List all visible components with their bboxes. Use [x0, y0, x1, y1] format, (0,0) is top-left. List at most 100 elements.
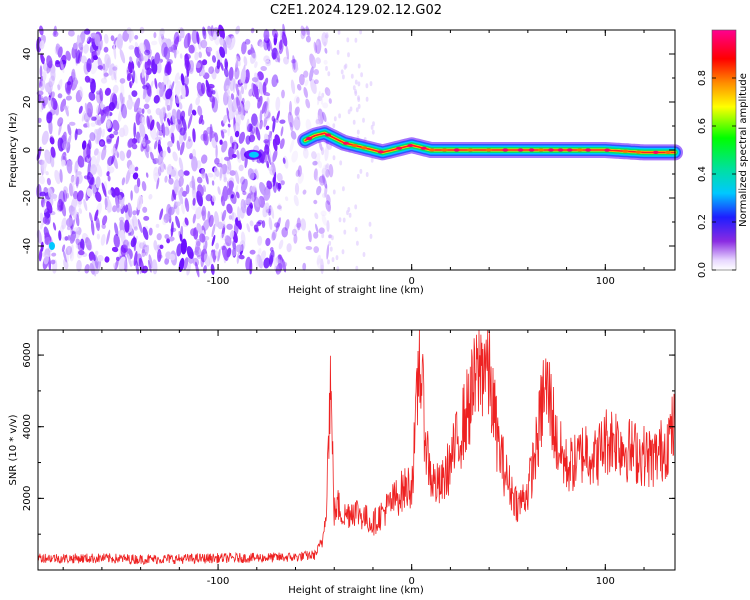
snr-frame [37, 329, 676, 571]
noise-speckle [170, 221, 174, 237]
noise-speckle [93, 148, 99, 156]
noise-speckle [179, 141, 185, 156]
noise-speckle [320, 264, 324, 270]
noise-speckle [38, 102, 43, 113]
noise-speckle [174, 80, 182, 97]
noise-speckle [66, 226, 71, 231]
noise-speckle [126, 27, 132, 35]
noise-speckle [72, 227, 80, 232]
snr-xtick-label: 0 [408, 576, 414, 587]
noise-speckle [250, 52, 257, 64]
noise-speckle [186, 262, 191, 276]
noise-speckle [89, 262, 95, 275]
noise-speckle [166, 61, 170, 74]
noise-speckle [275, 217, 281, 232]
noise-speckle [150, 151, 154, 161]
noise-speckle [365, 83, 369, 89]
noise-speckle [210, 25, 214, 37]
snr-ytick-label: 2000 [22, 486, 33, 511]
noise-speckle [354, 204, 358, 210]
noise-speckle [318, 227, 325, 234]
noise-speckle [190, 228, 197, 237]
noise-speckle [234, 60, 239, 73]
noise-speckle [170, 124, 176, 134]
noise-speckle [159, 244, 164, 249]
noise-speckle [321, 92, 325, 98]
noise-speckle [221, 224, 226, 239]
noise-speckle [132, 70, 136, 84]
noise-speckle [326, 244, 330, 260]
noise-speckle [275, 117, 279, 123]
noise-speckle [227, 126, 231, 137]
noise-speckle [189, 153, 193, 160]
colorbar: 0.0 0.2 0.4 0.6 0.8 Normalized spectral ampl… [697, 29, 749, 278]
noise-speckle [151, 259, 158, 275]
noise-speckle [226, 247, 232, 258]
noise-speckle [85, 237, 92, 251]
noise-speckle [141, 68, 145, 79]
noise-speckle [101, 215, 108, 226]
noise-speckle [259, 119, 263, 130]
snr-xtick-label: 100 [596, 576, 615, 587]
noise-speckle [137, 218, 143, 233]
noise-speckle [231, 153, 237, 159]
noise-speckle [206, 86, 213, 98]
noise-speckle [113, 71, 117, 81]
noise-speckle [40, 197, 46, 208]
noise-speckle [357, 81, 361, 87]
noise-speckle [226, 107, 231, 123]
noise-speckle [114, 187, 120, 196]
noise-speckle [313, 246, 320, 254]
noise-speckle [208, 214, 214, 228]
spectrogram-ytick-label: 20 [22, 96, 33, 109]
noise-speckle [86, 188, 93, 197]
noise-speckle [253, 196, 261, 213]
noise-speckle [135, 260, 139, 275]
noise-speckle [108, 102, 116, 111]
noise-speckle [145, 83, 150, 91]
noise-speckle [195, 60, 203, 73]
noise-speckle [112, 205, 117, 213]
noise-speckle [133, 184, 140, 194]
noise-speckle [62, 136, 68, 145]
noise-speckle [101, 147, 107, 161]
noise-speckle [155, 223, 160, 228]
noise-speckle [187, 113, 193, 129]
ridge-bead [502, 148, 509, 152]
noise-speckle [342, 217, 346, 223]
noise-speckle [63, 258, 69, 270]
noise-speckle [241, 41, 247, 55]
noise-speckle [54, 169, 61, 185]
noise-speckle [210, 263, 215, 276]
noise-speckle [138, 136, 146, 144]
noise-speckle [144, 49, 151, 56]
noise-speckle [96, 222, 100, 229]
noise-speckle [277, 182, 282, 190]
ridge-bead [566, 148, 573, 152]
noise-speckle [191, 109, 197, 116]
noise-speckle [107, 175, 111, 182]
noise-speckle [314, 212, 319, 220]
noise-speckle [222, 185, 229, 202]
noise-speckle [246, 118, 250, 133]
noise-speckle [84, 102, 89, 114]
noise-speckle [170, 81, 175, 92]
noise-speckle [357, 63, 361, 69]
noise-speckle [134, 166, 139, 172]
noise-speckle [295, 107, 300, 121]
noise-speckle [178, 101, 183, 110]
noise-speckle [222, 114, 228, 124]
noise-speckle [175, 95, 181, 104]
noise-speckle [203, 265, 207, 274]
noise-speckle [154, 78, 158, 89]
noise-speckle [228, 105, 235, 121]
noise-speckle [327, 90, 331, 95]
noise-speckle [89, 132, 96, 142]
noise-speckle [315, 57, 321, 64]
noise-speckle [156, 177, 160, 190]
noise-speckle [132, 68, 138, 84]
noise-speckle [67, 234, 71, 241]
noise-speckle [305, 118, 312, 132]
noise-speckle [97, 65, 103, 70]
ridge-bead [528, 148, 535, 152]
